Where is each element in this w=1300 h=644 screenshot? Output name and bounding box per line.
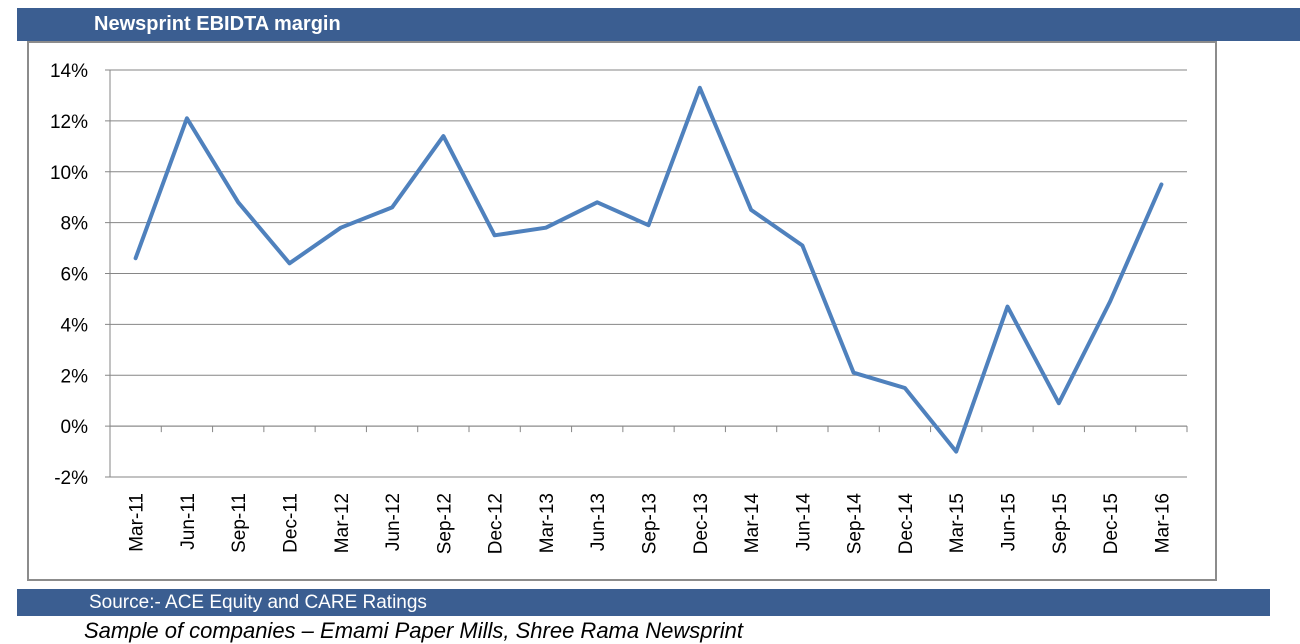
x-tick-label: Dec-15 [1101, 493, 1122, 554]
y-tick-label: 14% [50, 61, 88, 82]
x-tick-label: Sep-12 [434, 493, 455, 554]
x-tick-label: Mar-16 [1152, 493, 1173, 553]
x-tick-label: Dec-13 [691, 493, 712, 554]
x-tick-label: Mar-12 [332, 493, 353, 553]
x-tick-label: Jun-13 [588, 493, 609, 551]
y-tick-label: 6% [61, 265, 89, 286]
x-tick-label: Jun-15 [999, 493, 1020, 551]
source-note: Source:- ACE Equity and CARE Ratings [89, 592, 427, 613]
y-tick-label: 12% [50, 112, 88, 133]
x-tick-label: Mar-11 [127, 493, 148, 552]
y-tick-label: 8% [61, 214, 89, 235]
x-tick-label: Mar-13 [537, 493, 558, 553]
y-tick-label: 2% [61, 366, 89, 387]
y-tick-label: -2% [54, 468, 88, 489]
x-tick-label: Mar-14 [742, 493, 763, 554]
source-bar [17, 589, 1270, 616]
x-tick-label: Jun-14 [793, 493, 814, 552]
chart-title: Newsprint EBIDTA margin [94, 13, 341, 35]
chart-frame [27, 41, 1217, 581]
title-bar [17, 8, 1300, 41]
y-tick-label: 4% [61, 315, 89, 336]
x-tick-label: Dec-14 [896, 493, 917, 555]
x-tick-label: Jun-12 [383, 493, 404, 551]
x-tick-label: Dec-12 [486, 493, 507, 554]
x-tick-label: Sep-15 [1050, 493, 1071, 554]
x-tick-label: Sep-13 [640, 493, 661, 554]
x-tick-label: Sep-14 [845, 493, 866, 555]
x-tick-label: Jun-11 [178, 493, 199, 550]
x-tick-label: Mar-15 [947, 493, 968, 553]
x-tick-label: Sep-11 [229, 493, 250, 553]
y-tick-label: 0% [61, 417, 89, 438]
x-tick-label: Dec-11 [281, 493, 302, 553]
y-tick-label: 10% [50, 163, 88, 184]
series-line [133, 85, 1164, 454]
sample-note: Sample of companies – Emami Paper Mills,… [84, 618, 744, 643]
